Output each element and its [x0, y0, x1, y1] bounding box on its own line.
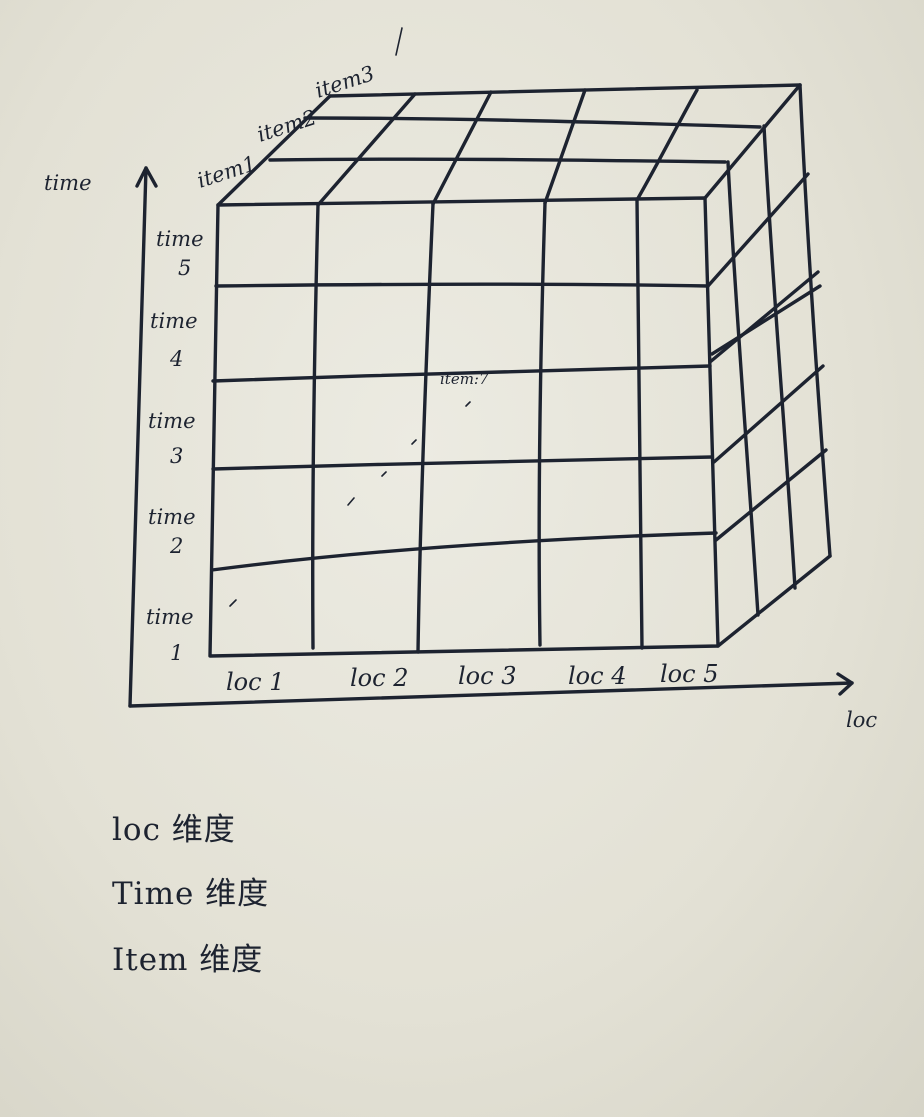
top-rail-2: [431, 90, 493, 206]
loc-label-1: loc 1: [226, 668, 284, 696]
pen-mark: [411, 439, 417, 445]
time-num-4: 4: [169, 347, 183, 371]
front-face: [208, 196, 720, 658]
pen-mark: [381, 471, 387, 477]
time-num-2: 2: [169, 534, 183, 558]
top-rail-3: [543, 88, 587, 205]
loc-axis-label: loc: [846, 708, 877, 732]
time-label-3: time: [148, 409, 196, 433]
pen-marks: [229, 27, 471, 607]
center-item-label: item:7: [440, 370, 489, 388]
time-num-1: 1: [170, 641, 183, 665]
time-label-1: time: [146, 605, 194, 629]
right-rail-2: [708, 270, 820, 364]
right-rail-2b: [710, 284, 822, 356]
time-axis-line: [128, 166, 148, 708]
front-hline-3: [211, 455, 714, 471]
time-axis-label: time: [44, 171, 92, 195]
loc-label-3: loc 3: [458, 662, 516, 690]
time-label-4: time: [150, 309, 198, 333]
time-num-3: 3: [170, 444, 183, 468]
axes: [128, 166, 854, 708]
time-label-5: time: [156, 227, 204, 251]
time-axis-arrowhead: [135, 166, 158, 188]
item-label-1: item1: [194, 151, 259, 193]
top-rail-4: [635, 88, 699, 202]
front-vline-2: [416, 202, 435, 654]
right-bottom-edge: [716, 554, 832, 648]
legend-time-dimension: Time 维度: [112, 876, 270, 912]
front-hline-4: [210, 531, 718, 572]
front-vline-1: [311, 203, 320, 650]
top-face: [216, 83, 802, 207]
right-back-edge: [798, 83, 832, 558]
top-depth-line-2: [303, 116, 762, 129]
front-vline-4: [635, 198, 644, 650]
top-left-edge: [216, 94, 332, 207]
top-right-edge: [703, 83, 802, 200]
labels: time loc time 5 time 4 time 3 time 2 tim…: [44, 61, 877, 732]
loc-label-2: loc 2: [350, 664, 408, 692]
right-rail-1: [706, 172, 810, 288]
pen-mark: [229, 599, 237, 607]
loc-label-5: loc 5: [660, 660, 718, 688]
time-label-2: time: [148, 505, 196, 529]
front-hline-2: [211, 364, 712, 383]
top-back-edge: [328, 83, 802, 98]
pen-mark: [395, 27, 403, 56]
right-rail-3: [712, 364, 825, 464]
front-vline-3: [537, 201, 547, 647]
loc-axis-line: [128, 681, 854, 708]
top-rail-1: [316, 92, 417, 207]
item-label-2: item2: [254, 105, 319, 147]
right-face: [706, 83, 832, 648]
loc-label-4: loc 4: [568, 662, 626, 690]
right-depth-line-2: [762, 124, 797, 590]
front-hline-1: [214, 282, 710, 288]
legend-item-dimension: Item 维度: [112, 942, 264, 978]
loc-axis-arrowhead: [836, 672, 854, 696]
right-depth-line-1: [726, 160, 760, 617]
pen-mark: [465, 401, 471, 407]
right-rail-4: [714, 448, 828, 542]
top-depth-line-1: [268, 157, 727, 164]
legend-loc-dimension: loc 维度: [112, 812, 236, 848]
pen-mark: [347, 497, 355, 506]
time-num-5: 5: [178, 256, 191, 280]
